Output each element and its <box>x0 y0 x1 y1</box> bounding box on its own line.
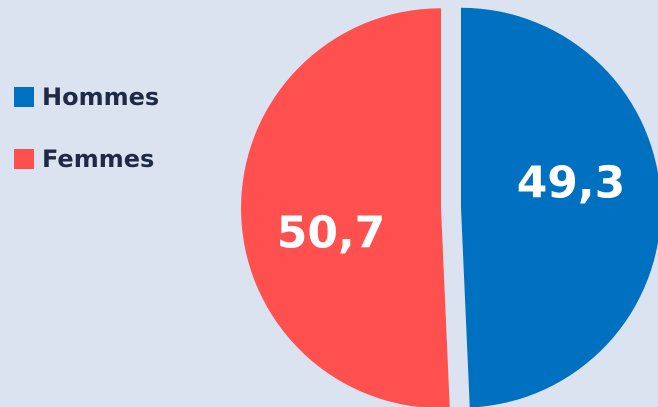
legend-label-femmes: Femmes <box>42 145 155 173</box>
legend-item-femmes: Femmes <box>14 142 159 176</box>
legend-swatch-femmes <box>14 149 34 169</box>
pie-data-labels: 49,3 50,7 <box>277 157 626 258</box>
legend-swatch-hommes <box>14 87 34 107</box>
legend-item-hommes: Hommes <box>14 80 159 114</box>
pie-slice-femmes <box>240 8 450 407</box>
legend-label-hommes: Hommes <box>42 83 160 111</box>
pie-slices <box>240 7 658 407</box>
pie-slice-hommes <box>460 7 658 407</box>
data-label-hommes: 49,3 <box>517 157 626 208</box>
data-label-femmes: 50,7 <box>277 208 386 259</box>
legend: Hommes Femmes <box>14 80 159 204</box>
